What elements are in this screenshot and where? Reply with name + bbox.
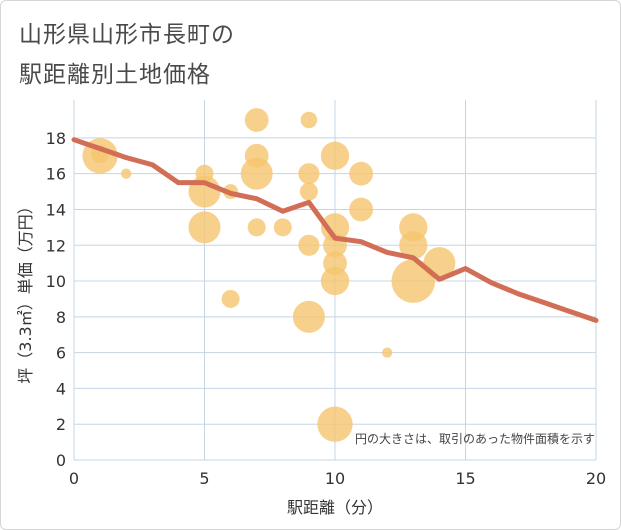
trend-line — [71, 137, 599, 323]
size-note: 円の大きさは、取引のあった物件面積を示す — [355, 431, 595, 446]
x-tick-label: 5 — [199, 469, 209, 488]
x-axis-label: 駅距離（分） — [287, 498, 383, 517]
y-tick-label: 14 — [46, 200, 66, 219]
data-bubble — [221, 289, 240, 308]
data-bubble — [320, 141, 350, 170]
y-tick-label: 2 — [56, 415, 66, 434]
bubble-layer — [82, 108, 456, 442]
data-bubble — [292, 300, 325, 333]
y-axis-label: 坪（3.3㎡）単価（万円） — [16, 198, 35, 383]
data-bubble — [121, 168, 132, 179]
x-tick-label: 15 — [455, 469, 475, 488]
data-bubble — [298, 163, 320, 185]
data-bubble — [298, 234, 320, 256]
x-tick-label: 0 — [69, 469, 79, 488]
data-bubble — [300, 111, 318, 129]
data-bubble — [317, 406, 353, 442]
y-tick-label: 0 — [56, 451, 66, 470]
data-bubble — [320, 213, 350, 242]
data-bubble — [299, 182, 318, 201]
x-tick-label: 10 — [325, 469, 345, 488]
chart-title-line2: 駅距離別土地価格 — [19, 62, 211, 88]
data-bubble — [240, 157, 273, 190]
y-tick-label: 10 — [46, 272, 66, 291]
y-tick-label: 18 — [46, 129, 66, 148]
data-bubble — [247, 218, 266, 237]
data-bubble — [320, 266, 350, 296]
data-bubble — [244, 108, 269, 132]
chart-title-line1: 山形県山形市長町の — [19, 22, 235, 48]
y-tick-label: 12 — [46, 236, 66, 255]
data-bubble — [188, 211, 221, 244]
y-tick-label: 8 — [56, 308, 66, 327]
data-bubble — [399, 231, 428, 260]
data-bubble — [349, 197, 373, 222]
x-tick-label: 20 — [586, 469, 606, 488]
data-bubble — [273, 218, 292, 237]
y-tick-label: 6 — [56, 344, 66, 363]
data-bubble — [349, 161, 373, 186]
axis-ticks: 0 2 4 6 8 10 12 14 16 18 0 5 10 15 20 — [46, 129, 607, 488]
trend-layer — [71, 137, 599, 323]
y-tick-label: 4 — [56, 379, 66, 398]
data-bubble — [382, 347, 393, 358]
data-bubble — [391, 259, 436, 303]
y-tick-label: 16 — [46, 165, 66, 184]
